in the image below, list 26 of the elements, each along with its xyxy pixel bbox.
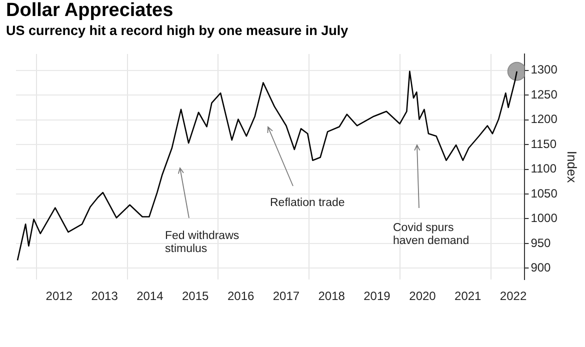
y-axis-title: Index [564,150,580,184]
y-tick-label: 1250 [530,87,558,102]
x-tick-label: 2020 [409,289,436,304]
y-tick-label: 1200 [530,112,558,126]
chart-subtitle: US currency hit a record high by one measure in July [6,23,348,38]
x-tick-label: 2018 [318,289,346,304]
x-tick-label: 2016 [227,289,254,304]
x-tick-label: 2022 [500,289,527,304]
y-tick-label: 900 [530,260,552,275]
y-tick-label: 1000 [530,211,558,226]
x-tick-label: 2013 [91,289,118,304]
y-tick-label: 950 [530,236,552,250]
y-tick-label: 1050 [530,186,558,200]
x-tick-label: 2021 [454,289,482,304]
y-tick-label: 1100 [530,162,557,176]
y-tick-label: 1150 [530,136,557,151]
x-tick-label: 2014 [136,289,164,304]
annotation: Covid spurs haven demand [393,222,470,248]
x-tick-label: 2017 [272,289,300,304]
annotation: Fed withdraws stimulus [165,230,240,256]
x-tick-label: 2019 [364,289,391,304]
x-tick-label: 2015 [182,289,209,304]
x-tick-label: 2012 [46,289,73,304]
annotation: Reflation trade [270,197,345,210]
chart-title: Dollar Appreciates [6,0,174,22]
y-tick-label: 1300 [530,62,558,77]
